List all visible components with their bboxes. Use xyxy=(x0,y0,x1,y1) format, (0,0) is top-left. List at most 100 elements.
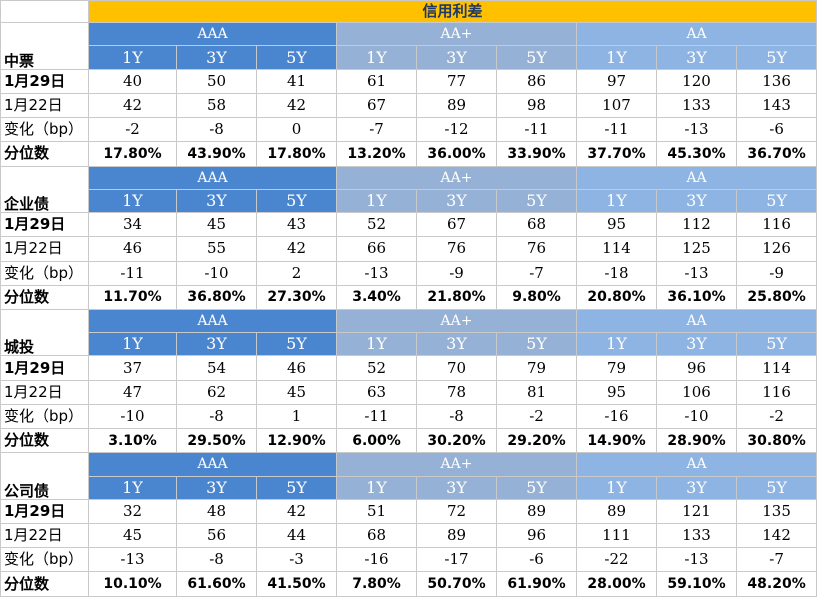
value-cell: 89 xyxy=(496,498,577,525)
grade-header-aaa: AAA xyxy=(88,452,337,477)
tenor-header: 3Y xyxy=(176,188,257,214)
value-cell: 55 xyxy=(176,236,257,262)
tenor-header: 1Y xyxy=(88,475,177,500)
grade-header-aa: AA xyxy=(575,452,817,477)
value-cell: 77 xyxy=(416,68,497,94)
grade-header-aa: AA xyxy=(575,22,817,47)
data-row-jan22: 1月22日 45 56 44 68 89 96 111 133 142 xyxy=(0,523,817,549)
value-cell: 76 xyxy=(496,236,577,262)
value-cell: 0 xyxy=(256,117,337,143)
value-cell: 136 xyxy=(735,68,817,94)
data-row-percentile: 分位数 17.80% 43.90% 17.80% 13.20% 36.00% 33.90% 3… xyxy=(0,141,817,167)
tenor-header: 1Y xyxy=(576,332,657,357)
grade-header-row: 企业债 AAA AA+ AA xyxy=(0,165,817,214)
grade-header-row: 城投 AAA AA+ AA xyxy=(0,308,817,357)
percentile-cell: 59.10% xyxy=(656,571,737,597)
value-cell: -13 xyxy=(336,260,417,286)
value-cell: 67 xyxy=(416,212,497,238)
tenor-header-row: 1Y 3Y 5Y 1Y 3Y 5Y 1Y 3Y 5Y xyxy=(1,332,817,357)
section-label: 企业债 xyxy=(0,165,89,214)
tenor-header: 3Y xyxy=(656,188,737,214)
tenor-header: 3Y xyxy=(656,332,737,357)
percentile-cell: 37.70% xyxy=(576,141,657,167)
value-cell: 95 xyxy=(576,212,657,238)
percentile-cell: 43.90% xyxy=(176,141,257,167)
tenor-header: 1Y xyxy=(576,475,657,500)
value-cell: 116 xyxy=(735,212,817,238)
value-cell: 68 xyxy=(496,212,577,238)
percentile-cell: 17.80% xyxy=(256,141,337,167)
value-cell: -11 xyxy=(496,117,577,143)
value-cell: 72 xyxy=(416,498,497,525)
value-cell: -16 xyxy=(336,547,417,573)
data-row-change-bp: 变化（bp） -2 -8 0 -7 -12 -11 -11 -13 -6 xyxy=(0,117,817,143)
data-row-change-bp: 变化（bp） -11 -10 2 -13 -9 -7 -18 -13 -9 xyxy=(0,260,817,286)
value-cell: 54 xyxy=(176,355,257,381)
tenor-header: 3Y xyxy=(176,475,257,500)
value-cell: 56 xyxy=(176,523,257,549)
title-corner-cell xyxy=(0,0,89,24)
value-cell: -9 xyxy=(416,260,497,286)
value-cell: 89 xyxy=(416,92,497,119)
value-cell: -2 xyxy=(496,403,577,430)
grade-header-aa-plus: AA+ xyxy=(336,22,577,47)
row-label: 分位数 xyxy=(0,571,89,597)
value-cell: 52 xyxy=(336,212,417,238)
value-cell: 41 xyxy=(256,68,337,94)
value-cell: 1 xyxy=(256,403,337,430)
tenor-header: 5Y xyxy=(735,475,817,500)
row-label: 1月22日 xyxy=(0,379,89,405)
data-row-percentile: 分位数 11.70% 36.80% 27.30% 3.40% 21.80% 9.80% 20.… xyxy=(0,284,817,310)
grade-header-aa: AA xyxy=(575,165,817,190)
grade-header-row: 中票 AAA AA+ AA xyxy=(0,22,817,70)
row-label: 1月29日 xyxy=(0,212,89,238)
value-cell: -8 xyxy=(176,547,257,573)
value-cell: 111 xyxy=(576,523,657,549)
value-cell: 63 xyxy=(336,379,417,405)
value-cell: 48 xyxy=(176,498,257,525)
tenor-header: 1Y xyxy=(576,45,657,70)
tenor-header-row: 1Y 3Y 5Y 1Y 3Y 5Y 1Y 3Y 5Y xyxy=(1,45,817,70)
percentile-cell: 13.20% xyxy=(336,141,417,167)
value-cell: 106 xyxy=(656,379,737,405)
value-cell: -13 xyxy=(656,547,737,573)
value-cell: 76 xyxy=(416,236,497,262)
value-cell: -11 xyxy=(576,117,657,143)
tenor-header: 1Y xyxy=(88,45,177,70)
data-row-jan29: 1月29日 40 50 41 61 77 86 97 120 136 xyxy=(0,68,817,94)
value-cell: 43 xyxy=(256,212,337,238)
tenor-header: 3Y xyxy=(656,475,737,500)
value-cell: -2 xyxy=(735,403,817,430)
tenor-header: 5Y xyxy=(256,188,337,214)
value-cell: 81 xyxy=(496,379,577,405)
tenor-header: 5Y xyxy=(256,332,337,357)
value-cell: 126 xyxy=(735,236,817,262)
percentile-cell: 3.40% xyxy=(336,284,417,310)
percentile-cell: 36.70% xyxy=(735,141,817,167)
percentile-cell: 9.80% xyxy=(496,284,577,310)
data-row-change-bp: 变化（bp） -10 -8 1 -11 -8 -2 -16 -10 -2 xyxy=(0,403,817,430)
tenor-header: 5Y xyxy=(735,332,817,357)
tenor-header: 5Y xyxy=(496,475,577,500)
value-cell: -22 xyxy=(576,547,657,573)
value-cell: 79 xyxy=(496,355,577,381)
value-cell: 114 xyxy=(576,236,657,262)
percentile-cell: 36.00% xyxy=(416,141,497,167)
percentile-cell: 17.80% xyxy=(88,141,177,167)
value-cell: 135 xyxy=(735,498,817,525)
value-cell: -8 xyxy=(416,403,497,430)
tenor-header: 5Y xyxy=(735,45,817,70)
percentile-cell: 50.70% xyxy=(416,571,497,597)
tenor-header: 3Y xyxy=(416,45,497,70)
percentile-cell: 29.20% xyxy=(496,428,577,454)
row-label: 1月22日 xyxy=(0,236,89,262)
value-cell: -13 xyxy=(656,260,737,286)
value-cell: 79 xyxy=(576,355,657,381)
percentile-cell: 27.30% xyxy=(256,284,337,310)
tenor-header-row: 1Y 3Y 5Y 1Y 3Y 5Y 1Y 3Y 5Y xyxy=(1,475,817,500)
row-label: 分位数 xyxy=(0,428,89,454)
value-cell: -18 xyxy=(576,260,657,286)
value-cell: 120 xyxy=(656,68,737,94)
row-label: 1月29日 xyxy=(0,68,89,94)
value-cell: -16 xyxy=(576,403,657,430)
